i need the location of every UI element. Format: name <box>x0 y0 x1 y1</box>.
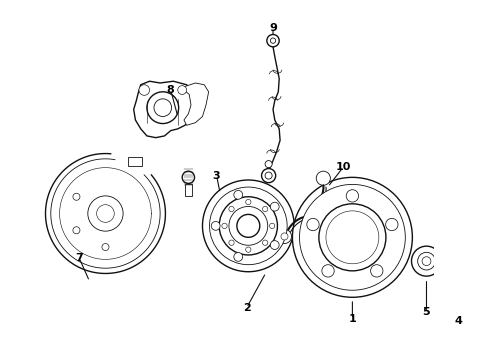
Circle shape <box>370 265 383 277</box>
Circle shape <box>322 265 334 277</box>
Text: 3: 3 <box>213 171 220 181</box>
Circle shape <box>265 161 272 168</box>
Circle shape <box>88 196 123 231</box>
Circle shape <box>265 172 272 179</box>
Circle shape <box>480 277 490 303</box>
Circle shape <box>73 227 80 234</box>
Text: 8: 8 <box>167 85 174 95</box>
Circle shape <box>262 168 276 183</box>
Circle shape <box>245 247 251 252</box>
Circle shape <box>202 180 294 272</box>
Circle shape <box>182 171 195 184</box>
Circle shape <box>293 177 413 297</box>
Circle shape <box>307 219 319 231</box>
Circle shape <box>333 218 372 257</box>
Circle shape <box>234 190 243 199</box>
Circle shape <box>154 99 172 117</box>
Circle shape <box>102 243 109 251</box>
FancyBboxPatch shape <box>185 184 192 196</box>
Circle shape <box>270 202 279 211</box>
Text: 7: 7 <box>75 253 83 262</box>
Circle shape <box>229 240 234 246</box>
Circle shape <box>450 269 466 285</box>
Circle shape <box>270 223 275 229</box>
Circle shape <box>412 246 441 276</box>
Circle shape <box>234 252 243 261</box>
Text: 2: 2 <box>243 303 250 313</box>
Circle shape <box>263 240 268 246</box>
Circle shape <box>267 35 279 47</box>
Circle shape <box>326 211 379 264</box>
Circle shape <box>139 85 149 95</box>
Circle shape <box>346 190 359 202</box>
Circle shape <box>210 187 287 265</box>
Circle shape <box>147 92 179 123</box>
Circle shape <box>229 206 268 245</box>
Circle shape <box>73 193 80 200</box>
Circle shape <box>386 219 398 231</box>
Circle shape <box>281 233 288 240</box>
Circle shape <box>417 252 435 270</box>
FancyBboxPatch shape <box>128 157 143 166</box>
Circle shape <box>270 38 276 43</box>
Circle shape <box>270 240 279 249</box>
Circle shape <box>316 171 330 185</box>
Circle shape <box>422 257 431 266</box>
Circle shape <box>446 265 470 289</box>
Polygon shape <box>182 83 209 125</box>
Circle shape <box>263 206 268 212</box>
Circle shape <box>299 184 405 290</box>
Text: 4: 4 <box>454 316 462 326</box>
Circle shape <box>97 205 114 222</box>
Text: 1: 1 <box>348 314 356 324</box>
Text: 5: 5 <box>423 307 430 317</box>
Text: 9: 9 <box>269 23 277 33</box>
Circle shape <box>178 86 187 94</box>
Circle shape <box>229 206 234 212</box>
Circle shape <box>277 229 292 243</box>
Text: 10: 10 <box>336 162 351 172</box>
Circle shape <box>340 225 365 250</box>
Circle shape <box>219 197 277 255</box>
Circle shape <box>211 221 220 230</box>
Circle shape <box>222 223 227 229</box>
Polygon shape <box>134 81 196 138</box>
Circle shape <box>245 199 251 205</box>
Circle shape <box>237 215 260 237</box>
Circle shape <box>319 204 386 271</box>
Circle shape <box>487 283 490 297</box>
Circle shape <box>474 271 490 310</box>
